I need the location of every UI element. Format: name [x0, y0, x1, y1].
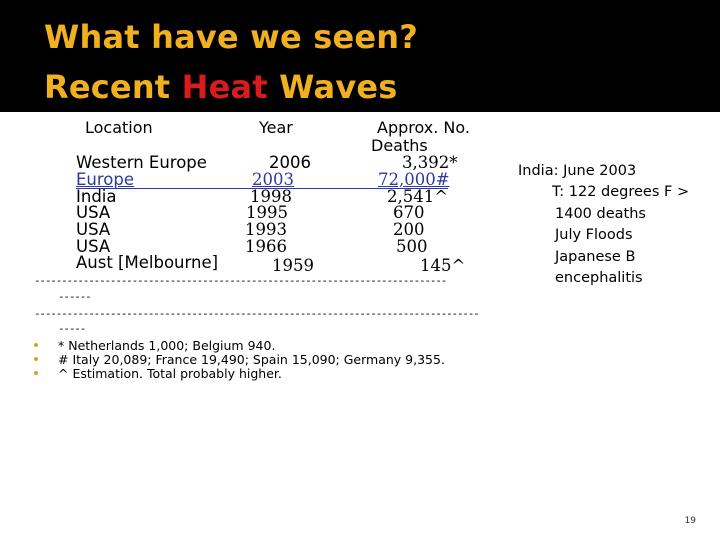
- row-location: Aust [Melbourne]: [76, 253, 219, 272]
- dashed-separator: ----------------------------------------…: [34, 307, 480, 320]
- bullet-icon: [34, 371, 38, 375]
- row-location: India: [76, 187, 117, 206]
- row-year: 1995: [246, 203, 288, 222]
- side-note-line: T: 122 degrees F >: [552, 184, 690, 200]
- row-deaths: 72,000#: [378, 170, 450, 189]
- bullet-icon: [34, 343, 38, 347]
- title-band: What have we seen? Recent Heat Waves: [0, 0, 720, 112]
- footnote-text: # Italy 20,089; France 19,490; Spain 15,…: [58, 352, 445, 367]
- header-deaths-line1: Approx. No.: [377, 118, 470, 137]
- side-note-line: encephalitis: [555, 270, 643, 286]
- row-year: 2003: [252, 170, 294, 189]
- header-deaths-line2: Deaths: [371, 136, 428, 155]
- bullet-icon: [34, 357, 38, 361]
- header-location: Location: [85, 118, 153, 137]
- slide-title-line1: What have we seen?: [44, 18, 418, 56]
- side-note-line: Japanese B: [555, 249, 636, 265]
- row-location: Europe: [76, 170, 135, 189]
- slide-title-line2: Recent Heat Waves: [44, 68, 398, 106]
- row-deaths: 500: [396, 237, 428, 256]
- row-location: USA: [76, 220, 111, 239]
- row-deaths: 670: [393, 203, 425, 222]
- row-year: 1998: [250, 187, 292, 206]
- footnote-text: * Netherlands 1,000; Belgium 940.: [58, 338, 276, 353]
- header-year: Year: [259, 118, 293, 137]
- side-note-line: India: June 2003: [518, 163, 637, 179]
- row-year: 2006: [269, 153, 311, 172]
- row-year: 1966: [245, 237, 287, 256]
- title-highlight-heat: Heat: [181, 68, 268, 106]
- row-year: 1993: [245, 220, 287, 239]
- row-location: Western Europe: [76, 153, 207, 172]
- dashed-separator: ----------------------------------------…: [34, 274, 447, 287]
- row-deaths: 200: [393, 220, 425, 239]
- side-note-line: 1400 deaths: [555, 206, 646, 222]
- dashed-separator: -----: [58, 322, 86, 335]
- row-year: 1959: [272, 256, 314, 275]
- row-deaths: 3,392*: [402, 153, 458, 172]
- dashed-separator: ------: [58, 290, 92, 303]
- row-deaths: 2,541^: [387, 187, 449, 206]
- title-text-recent: Recent: [44, 68, 182, 106]
- side-note-line: July Floods: [555, 227, 633, 243]
- row-deaths: 145^: [420, 256, 466, 275]
- title-text-waves: Waves: [267, 68, 398, 106]
- footnote-text: ^ Estimation. Total probably higher.: [58, 366, 282, 381]
- page-number: 19: [684, 516, 696, 526]
- row-location: USA: [76, 203, 111, 222]
- row-underline: [76, 188, 448, 189]
- row-location: USA: [76, 237, 111, 256]
